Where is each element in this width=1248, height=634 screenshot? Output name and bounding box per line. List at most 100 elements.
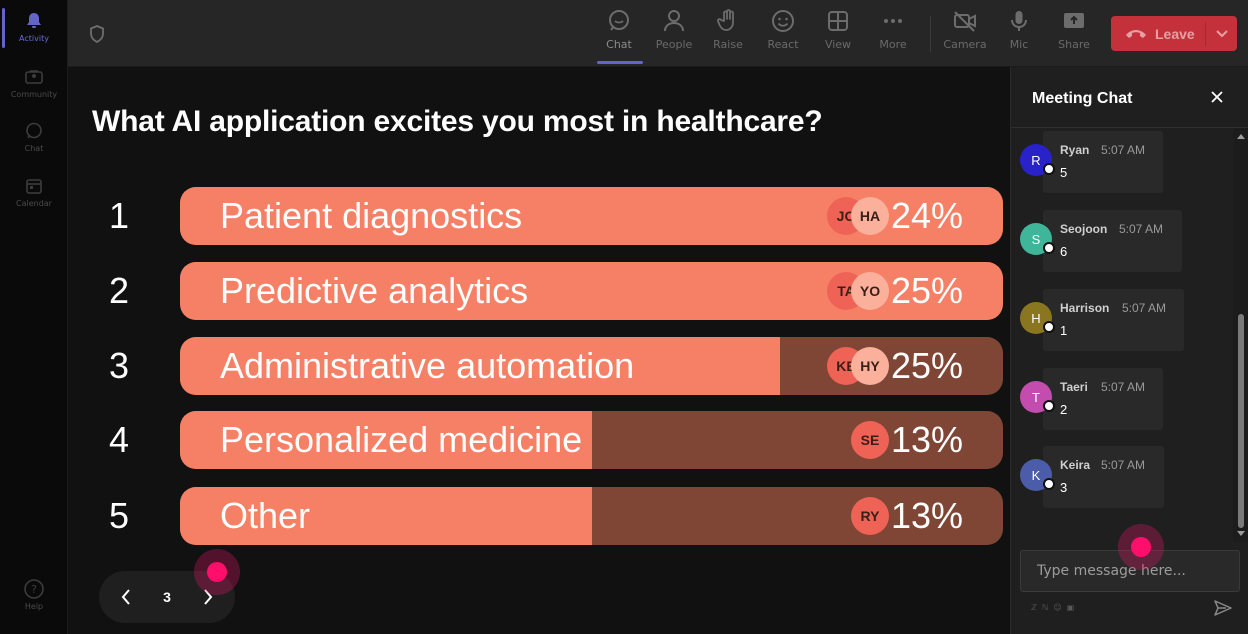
emoji-icon[interactable]: ☺ xyxy=(1053,603,1062,612)
chat-icon xyxy=(23,120,45,142)
message-timestamp: 5:07 AM xyxy=(1101,458,1146,472)
poll-option-percent: 13% xyxy=(890,419,963,460)
chevron-left-icon xyxy=(121,589,130,605)
poll-option-bar[interactable]: Administrative automation KE HY 25% xyxy=(180,337,1003,395)
option-number: 1 xyxy=(108,195,130,236)
chat-scroll-thumb[interactable] xyxy=(1238,314,1244,528)
voter-avatars: SE xyxy=(851,421,889,459)
poll-option-percent: 24% xyxy=(890,195,963,236)
react-button[interactable]: React xyxy=(755,8,811,60)
leave-button[interactable]: Leave xyxy=(1111,16,1205,51)
option-number: 3 xyxy=(108,345,130,386)
chat-icon xyxy=(606,8,632,34)
poll-option-label: Predictive analytics xyxy=(220,270,529,311)
poll-option-percent: 13% xyxy=(890,495,963,536)
react-icon xyxy=(770,8,796,34)
page-number: 3 xyxy=(163,589,171,605)
voter-avatar: HA xyxy=(851,197,889,235)
voter-avatar: SE xyxy=(851,421,889,459)
toolbar-divider xyxy=(930,16,931,52)
active-tab-indicator xyxy=(597,61,643,64)
attach-icon[interactable]: ℕ xyxy=(1041,603,1049,612)
rail-item-calendar[interactable]: Calendar xyxy=(0,175,68,208)
scroll-up-icon[interactable] xyxy=(1237,133,1245,141)
message-bubble[interactable]: Taeri 5:07 AM 2 xyxy=(1043,368,1163,430)
send-icon xyxy=(1214,600,1232,616)
scroll-down-icon[interactable] xyxy=(1237,529,1245,537)
close-chat-button[interactable] xyxy=(1209,89,1225,105)
chat-button[interactable]: Chat xyxy=(591,8,647,60)
view-button-label: View xyxy=(824,38,852,51)
message-sender: Taeri xyxy=(1060,380,1088,394)
message-timestamp: 5:07 AM xyxy=(1122,301,1167,315)
close-icon xyxy=(1211,91,1223,103)
more-button-label: More xyxy=(879,38,907,51)
gif-icon[interactable]: ▣ xyxy=(1066,603,1075,612)
rail-item-help[interactable]: ? Help xyxy=(0,578,68,611)
poll-option-bar[interactable]: Other RY 13% xyxy=(180,487,1003,545)
svg-text:?: ? xyxy=(31,583,37,596)
poll-option-bar[interactable]: Predictive analytics TA YO 25% xyxy=(180,262,1003,320)
message-bubble[interactable]: Ryan 5:07 AM 5 xyxy=(1043,131,1163,193)
message-bubble[interactable]: Seojoon 5:07 AM 6 xyxy=(1043,210,1182,272)
message-text: 3 xyxy=(1060,480,1068,495)
message-text: 2 xyxy=(1060,402,1068,417)
message-bubble[interactable]: Keira 5:07 AM 3 xyxy=(1043,446,1164,508)
poll-option-bar[interactable]: Patient diagnostics JO HA 24% xyxy=(180,187,1003,245)
chat-scrollbar[interactable] xyxy=(1233,128,1248,542)
share-button-label: Share xyxy=(1058,38,1090,51)
send-button[interactable] xyxy=(1214,599,1232,617)
format-icon[interactable]: ℤ xyxy=(1031,603,1037,612)
presence-status-icon xyxy=(1043,478,1055,490)
share-icon xyxy=(1061,8,1087,34)
message-timestamp: 5:07 AM xyxy=(1101,143,1146,157)
meeting-chat-panel: Meeting Chat Ryan 5:07 AM 5 R Seojoon 5:07 AM… xyxy=(1010,67,1248,634)
share-button[interactable]: Share xyxy=(1046,8,1102,60)
voter-avatars: TA YO xyxy=(827,272,889,310)
community-icon xyxy=(23,66,45,88)
voter-avatar: YO xyxy=(851,272,889,310)
voter-avatar: HY xyxy=(851,347,889,385)
leave-button-label: Leave xyxy=(1155,25,1195,42)
message-sender: Keira xyxy=(1060,458,1091,472)
mic-icon xyxy=(1006,8,1032,34)
leave-button-group: Leave xyxy=(1111,16,1237,51)
poll-question: What AI application excites you most in … xyxy=(92,105,823,138)
poll-option-percent: 25% xyxy=(890,345,963,386)
avatar[interactable]: K xyxy=(1020,459,1052,491)
poll-option-fill xyxy=(180,337,780,395)
more-icon xyxy=(880,8,906,34)
message-timestamp: 5:07 AM xyxy=(1101,380,1146,394)
help-icon: ? xyxy=(23,578,45,600)
view-grid-icon xyxy=(825,8,851,34)
leave-options-button[interactable] xyxy=(1206,29,1237,39)
rail-item-activity[interactable]: Activity xyxy=(0,10,68,43)
previous-page-button[interactable] xyxy=(117,588,135,606)
message-timestamp: 5:07 AM xyxy=(1119,222,1164,236)
more-button[interactable]: More xyxy=(865,8,921,60)
camera-button-label: Camera xyxy=(943,38,987,51)
message-text: 1 xyxy=(1060,323,1068,338)
voter-avatars: JO HA xyxy=(827,197,889,235)
poll-option-label: Administrative automation xyxy=(220,345,635,386)
calendar-icon xyxy=(23,175,45,197)
poll-option-percent: 25% xyxy=(890,270,963,311)
poll-option-label: Personalized medicine xyxy=(220,419,583,460)
camera-button[interactable]: Camera xyxy=(937,8,993,60)
message-text: 6 xyxy=(1060,244,1068,259)
people-button[interactable]: People xyxy=(646,8,702,60)
view-button[interactable]: View xyxy=(810,8,866,60)
rail-item-chat[interactable]: Chat xyxy=(0,120,68,153)
poll-option-bar[interactable]: Personalized medicine SE 13% xyxy=(180,411,1003,469)
react-button-label: React xyxy=(767,38,799,51)
voter-avatars: KE HY xyxy=(827,347,889,385)
rail-item-community[interactable]: Community xyxy=(0,66,68,99)
bell-icon xyxy=(23,10,45,32)
message-sender: Ryan xyxy=(1060,143,1090,157)
leave-divider xyxy=(1205,21,1206,46)
shield-icon[interactable] xyxy=(87,24,107,44)
people-button-label: People xyxy=(655,38,693,51)
message-bubble[interactable]: Harrison 5:07 AM 1 xyxy=(1043,289,1184,351)
mic-button[interactable]: Mic xyxy=(991,8,1047,60)
raise-hand-button[interactable]: Raise xyxy=(700,8,756,60)
